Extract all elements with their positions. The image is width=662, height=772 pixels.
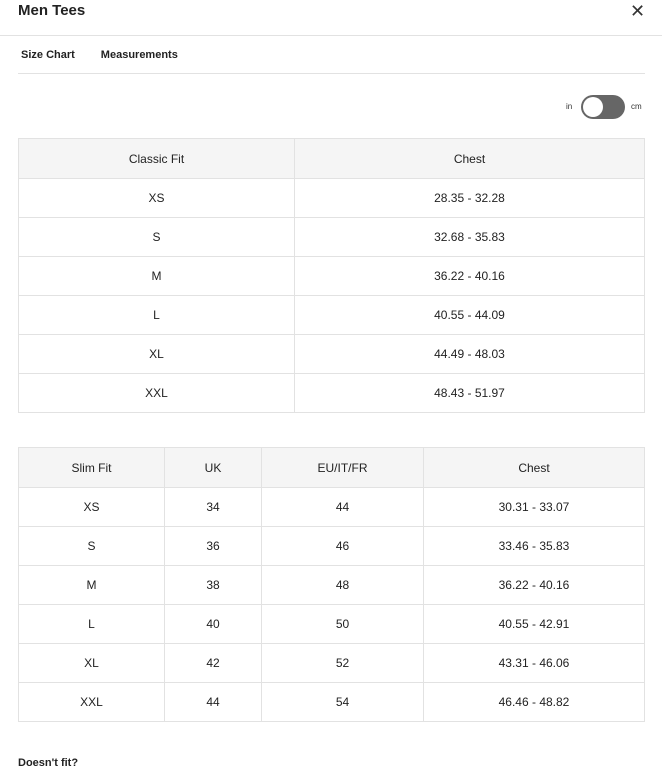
value-cell: 42	[164, 643, 262, 683]
table-row: L 40.55 - 44.09	[18, 295, 645, 335]
table-row: S 36 46 33.46 - 35.83	[18, 526, 645, 566]
size-cell: L	[18, 604, 165, 644]
classic-fit-table: Classic Fit Chest XS 28.35 - 32.28 S 32.68 - …	[18, 138, 645, 413]
value-cell: 28.35 - 32.28	[294, 178, 645, 218]
table-row: M 36.22 - 40.16	[18, 256, 645, 296]
column-header: UK	[164, 447, 262, 488]
value-cell: 34	[164, 487, 262, 527]
value-cell: 36	[164, 526, 262, 566]
size-cell: S	[18, 217, 295, 257]
value-cell: 44	[261, 487, 424, 527]
value-cell: 46	[261, 526, 424, 566]
value-cell: 43.31 - 46.06	[423, 643, 645, 683]
table-row: M 38 48 36.22 - 40.16	[18, 565, 645, 605]
value-cell: 33.46 - 35.83	[423, 526, 645, 566]
size-cell: XXL	[18, 682, 165, 722]
table-row: XL 44.49 - 48.03	[18, 334, 645, 374]
table-row: XS 28.35 - 32.28	[18, 178, 645, 218]
table-row: XXL 48.43 - 51.97	[18, 373, 645, 413]
close-icon[interactable]: ✕	[630, 1, 646, 21]
value-cell: 36.22 - 40.16	[423, 565, 645, 605]
size-cell: L	[18, 295, 295, 335]
size-cell: XL	[18, 643, 165, 683]
size-cell: XS	[18, 487, 165, 527]
divider	[18, 73, 645, 74]
value-cell: 48.43 - 51.97	[294, 373, 645, 413]
modal-title: Men Tees	[18, 2, 86, 19]
column-header: Classic Fit	[18, 138, 295, 179]
unit-cm-label: cm	[631, 102, 642, 111]
value-cell: 52	[261, 643, 424, 683]
value-cell: 40.55 - 44.09	[294, 295, 645, 335]
value-cell: 40	[164, 604, 262, 644]
doesnt-fit-heading: Doesn't fit?	[18, 757, 79, 769]
unit-in-label: in	[566, 102, 573, 111]
table-row: S 32.68 - 35.83	[18, 217, 645, 257]
value-cell: 36.22 - 40.16	[294, 256, 645, 296]
value-cell: 40.55 - 42.91	[423, 604, 645, 644]
value-cell: 50	[261, 604, 424, 644]
table-row: XL 42 52 43.31 - 46.06	[18, 643, 645, 683]
toggle-knob	[583, 97, 603, 117]
value-cell: 30.31 - 33.07	[423, 487, 645, 527]
tab-bar: Size Chart Measurements	[21, 49, 178, 61]
value-cell: 48	[261, 565, 424, 605]
divider	[0, 35, 662, 36]
size-cell: XXL	[18, 373, 295, 413]
table-row: XS 34 44 30.31 - 33.07	[18, 487, 645, 527]
slim-fit-table: Slim Fit UK EU/IT/FR Chest XS 34 44 30.31 - 33.…	[18, 447, 645, 722]
value-cell: 44.49 - 48.03	[294, 334, 645, 374]
value-cell: 44	[164, 682, 262, 722]
tab-measurements[interactable]: Measurements	[100, 49, 178, 61]
size-cell: M	[18, 565, 165, 605]
column-header: Chest	[423, 447, 645, 488]
value-cell: 32.68 - 35.83	[294, 217, 645, 257]
table-header-row: Classic Fit Chest	[18, 138, 645, 179]
size-cell: XS	[18, 178, 295, 218]
tab-size-chart[interactable]: Size Chart	[21, 49, 75, 61]
column-header: Chest	[294, 138, 645, 179]
size-cell: S	[18, 526, 165, 566]
table-header-row: Slim Fit UK EU/IT/FR Chest	[18, 447, 645, 488]
size-cell: M	[18, 256, 295, 296]
unit-toggle[interactable]	[581, 95, 625, 119]
table-row: L 40 50 40.55 - 42.91	[18, 604, 645, 644]
value-cell: 54	[261, 682, 424, 722]
value-cell: 46.46 - 48.82	[423, 682, 645, 722]
column-header: EU/IT/FR	[261, 447, 424, 488]
value-cell: 38	[164, 565, 262, 605]
size-cell: XL	[18, 334, 295, 374]
table-row: XXL 44 54 46.46 - 48.82	[18, 682, 645, 722]
column-header: Slim Fit	[18, 447, 165, 488]
